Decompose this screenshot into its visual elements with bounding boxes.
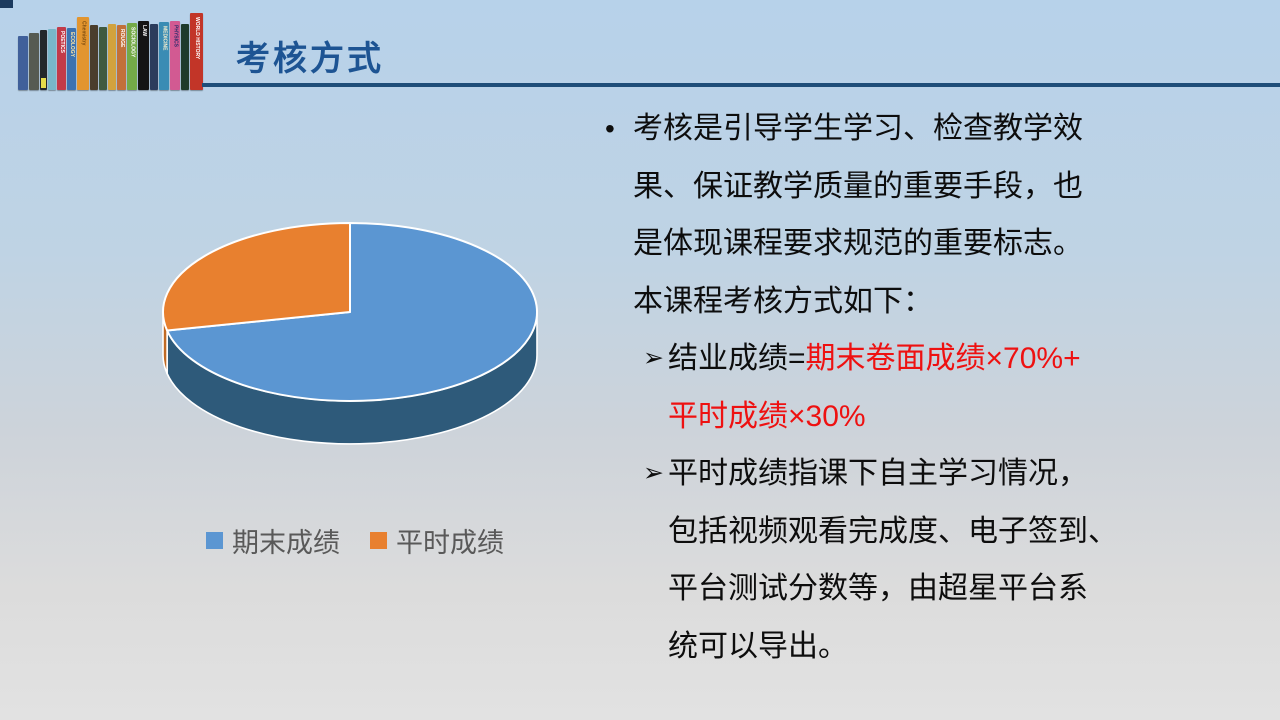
chart-legend: 期末成绩 平时成绩 (140, 522, 570, 558)
text-line: 果、保证教学质量的重要手段，也 (600, 158, 1260, 216)
arrow-bullet-icon: ➢ (643, 344, 664, 372)
book-spine-icon: SOCIOLOGY (127, 23, 137, 90)
legend-label: 平时成绩 (396, 527, 504, 558)
pie-chart-svg (162, 222, 539, 445)
book-spine-icon: MEDICINE (159, 22, 169, 90)
text-line: 本课程考核方式如下： (600, 273, 1260, 331)
text-line: ➢ 结业成绩=期末卷面成绩×70%+ (600, 330, 1260, 388)
book-spine-icon (181, 24, 189, 90)
grade-formula-red-part1: 期末卷面成绩×70%+ (805, 342, 1081, 375)
corner-accent-chip (0, 0, 13, 8)
text-line: ➢ 平时成绩指课下自主学习情况， (600, 445, 1260, 503)
book-spine-icon (29, 33, 39, 90)
text-line: 平台测试分数等，由超星平台系 (600, 560, 1260, 618)
pie-slice-regular-score (162, 222, 351, 332)
paragraph1-line3: 是体现课程要求规范的重要标志。 (633, 227, 1083, 260)
paragraph1-line4: 本课程考核方式如下： (633, 284, 933, 318)
item2-line3: 平台测试分数等，由超星平台系 (668, 572, 1088, 605)
book-spine-icon: WORLD HISTORY (190, 13, 203, 90)
text-line: • 考核是引导学生学习、检查教学效 (600, 100, 1260, 158)
text-line: 是体现课程要求规范的重要标志。 (600, 215, 1260, 273)
book-spine-icon (48, 29, 56, 90)
bullet-icon: • (605, 113, 615, 144)
grade-formula-red-part2: 平时成绩×30% (668, 399, 866, 433)
title-underline (202, 83, 1280, 87)
pie-chart (130, 195, 570, 460)
arrow-bullet-icon: ➢ (643, 459, 664, 487)
legend-label: 期末成绩 (232, 527, 340, 558)
book-spine-icon: LAW (138, 21, 149, 90)
book-spine-icon: ROUGE (117, 25, 126, 90)
legend-item-final-score: 期末成绩 (206, 521, 340, 560)
book-spine-icon (90, 25, 98, 90)
paragraph1-line1: 考核是引导学生学习、检查教学效 (633, 112, 1083, 145)
books-graphic: POETICS ECOLOGY Chemistry ROUGE SOCIOLOGY LAW… (18, 10, 206, 90)
pie-slice-final-score (166, 222, 539, 402)
item2-line1: 平时成绩指课下自主学习情况， (668, 457, 1088, 490)
book-spine-icon: ECOLOGY (67, 28, 76, 90)
text-line: 统可以导出。 (600, 618, 1260, 676)
page-title: 考核方式 (236, 40, 384, 78)
paragraph1-line2: 果、保证教学质量的重要手段，也 (633, 169, 1083, 203)
legend-swatch-blue-icon (206, 531, 223, 549)
text-line: 平时成绩×30% (600, 388, 1260, 446)
item2-line2: 包括视频观看完成度、电子签到、 (668, 514, 1118, 548)
book-spine-icon (99, 27, 107, 90)
item2-line4: 统可以导出。 (668, 629, 848, 663)
legend-swatch-orange-icon (370, 531, 387, 549)
book-spine-icon (150, 24, 158, 90)
text-line: 包括视频观看完成度、电子签到、 (600, 503, 1260, 561)
book-spine-icon: PHYSICS (170, 21, 180, 90)
book-spine-icon (40, 30, 47, 90)
body-text-block: • 考核是引导学生学习、检查教学效 果、保证教学质量的重要手段，也 是体现课程要… (600, 100, 1260, 675)
legend-item-regular-score: 平时成绩 (370, 521, 504, 560)
book-spine-icon (18, 36, 28, 90)
book-spine-icon (108, 24, 116, 90)
book-spine-icon: Chemistry (77, 17, 89, 90)
grade-formula-prefix: 结业成绩= (668, 342, 806, 375)
book-spine-icon: POETICS (57, 27, 66, 90)
